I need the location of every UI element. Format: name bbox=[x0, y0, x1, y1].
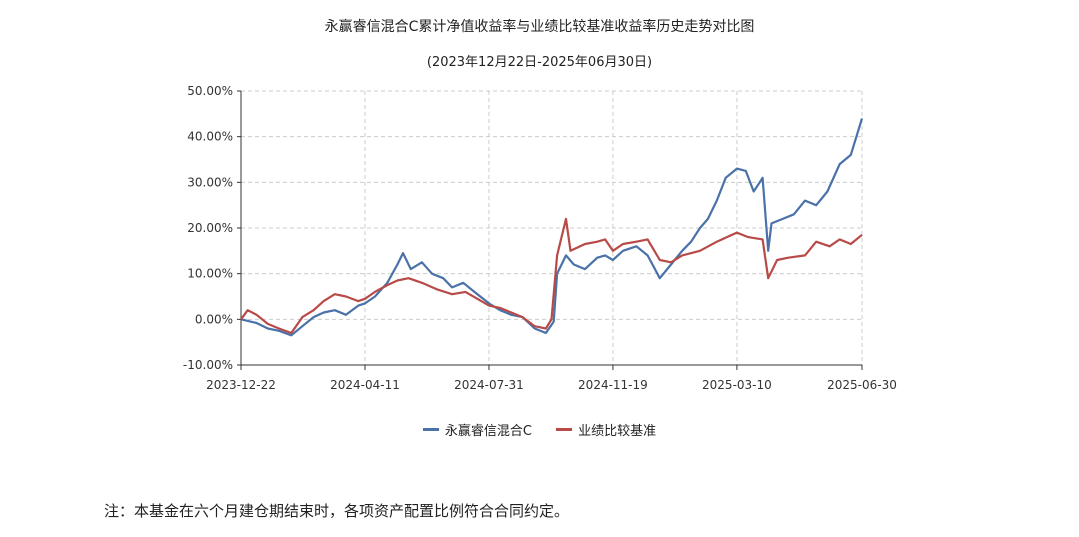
x-tick-label: 2024-04-11 bbox=[330, 378, 400, 392]
legend-item-benchmark[interactable]: 业绩比较基准 bbox=[556, 420, 656, 439]
y-tick-label: 0.00% bbox=[195, 312, 233, 326]
x-tick-label: 2024-11-19 bbox=[578, 378, 648, 392]
series-lines bbox=[240, 118, 864, 337]
legend-item-fund[interactable]: 永赢睿信混合C bbox=[422, 420, 532, 439]
legend-swatch-fund bbox=[422, 428, 439, 431]
series-line-benchmark bbox=[240, 217, 863, 335]
chart-subtitle: (2023年12月22日-2025年06月30日) bbox=[426, 55, 653, 70]
legend-swatch-benchmark bbox=[556, 428, 573, 431]
series-line-fund bbox=[240, 118, 864, 337]
y-tick-label: 40.00% bbox=[187, 130, 233, 144]
y-tick-label: -10.00% bbox=[183, 358, 233, 372]
legend: 永赢睿信混合C 业绩比较基准 bbox=[0, 420, 1079, 439]
x-tick-label: 2025-03-10 bbox=[702, 378, 772, 392]
x-tick-label: 2023-12-22 bbox=[206, 378, 276, 392]
x-tick-label: 2025-06-30 bbox=[827, 378, 897, 392]
chart-title: 永赢睿信混合C累计净值收益率与业绩比较基准收益率历史走势对比图 bbox=[324, 19, 755, 35]
axes: -10.00% 0.00% 10.00% 20.00% 30.00% 40.00% 50.0… bbox=[183, 84, 897, 392]
legend-label-benchmark: 业绩比较基准 bbox=[578, 424, 657, 439]
footnote: 注：本基金在六个月建仓期结束时，各项资产配置比例符合合同约定。 bbox=[104, 502, 570, 520]
x-tick-label: 2024-07-31 bbox=[454, 378, 524, 392]
y-tick-label: 50.00% bbox=[187, 84, 233, 98]
y-tick-label: 30.00% bbox=[187, 175, 233, 189]
y-tick-label: 20.00% bbox=[187, 221, 233, 235]
legend-label-fund: 永赢睿信混合C bbox=[444, 424, 532, 439]
y-tick-label: 10.00% bbox=[187, 267, 233, 281]
